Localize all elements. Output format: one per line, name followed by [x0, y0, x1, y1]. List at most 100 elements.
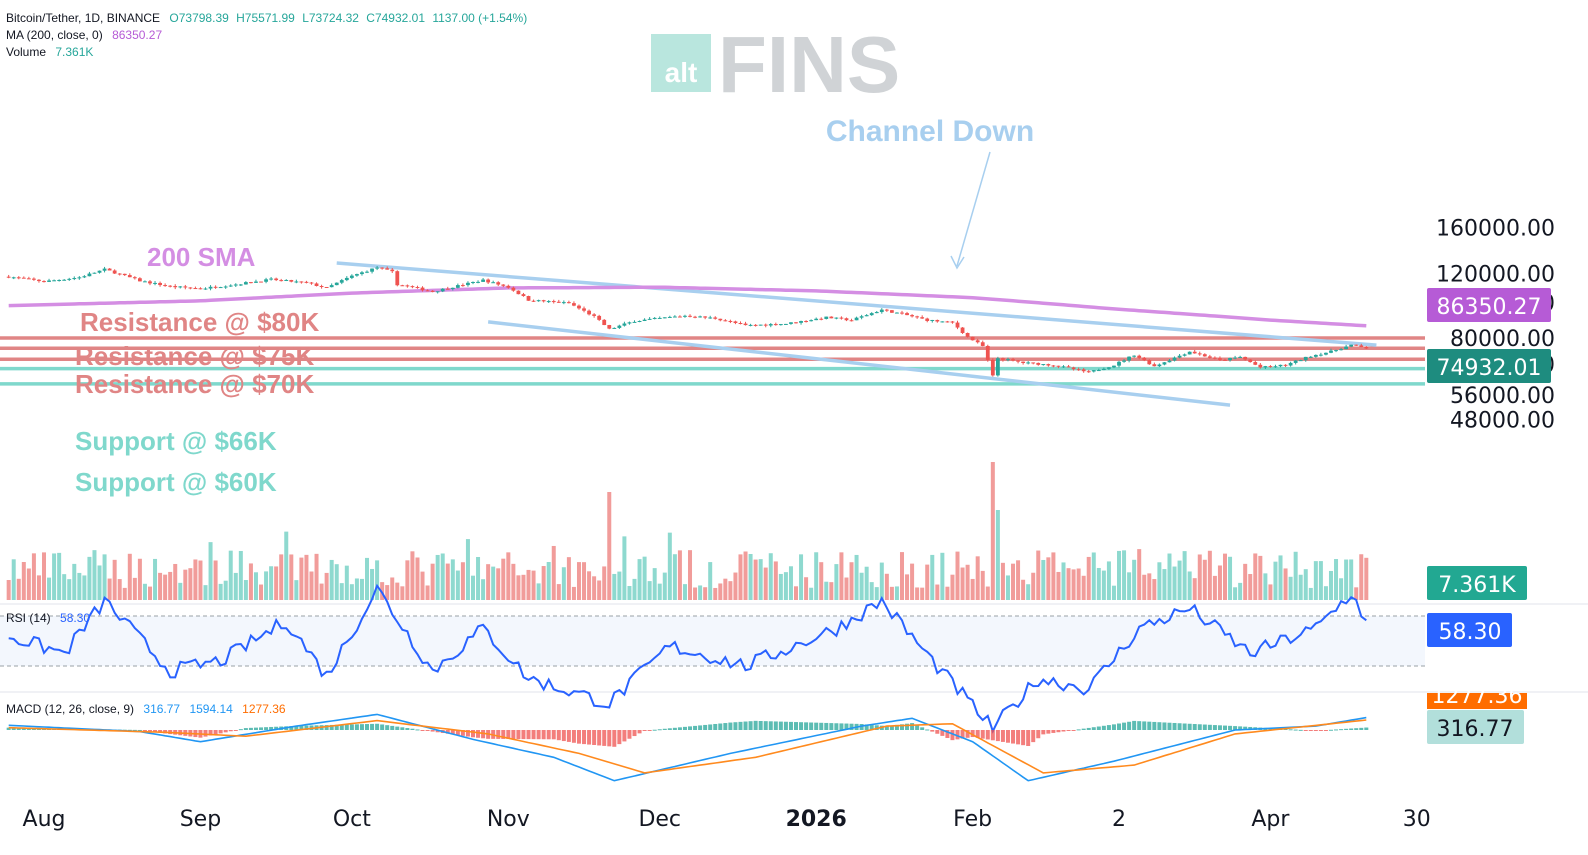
- candle-body: [1086, 371, 1091, 373]
- volume-bar: [1106, 561, 1111, 600]
- macd-badge-text: 316.77: [1437, 717, 1514, 742]
- volume-bar: [481, 579, 486, 600]
- candle-body: [960, 327, 965, 333]
- candle-body: [1248, 359, 1253, 363]
- candle-body: [314, 283, 319, 287]
- candle-body: [218, 287, 223, 289]
- candle-body: [122, 273, 127, 276]
- signal-badge-text: 1277.36: [1432, 684, 1523, 709]
- volume-bar: [1349, 559, 1354, 600]
- watermark-alt-text: alt: [665, 57, 698, 88]
- candle-body: [370, 268, 374, 272]
- volume-bar: [960, 567, 965, 600]
- volume-bar: [990, 462, 995, 600]
- volume-bar: [602, 566, 607, 600]
- candle-body: [1273, 366, 1278, 368]
- volume-bar: [188, 568, 193, 600]
- macd-histogram-bar: [203, 730, 208, 737]
- volume-bar: [728, 581, 733, 600]
- volume-bar: [571, 586, 576, 600]
- rsi-line: [8, 583, 1367, 734]
- macd-histogram-bar: [1182, 723, 1187, 730]
- sma-label: 200 SMA: [147, 242, 256, 272]
- volume-bar: [874, 587, 879, 600]
- macd-histogram-bar: [1202, 724, 1207, 730]
- candle-body: [627, 322, 632, 324]
- volume-bar: [410, 551, 415, 600]
- macd-histogram-bar: [809, 722, 814, 730]
- candle-body: [859, 316, 864, 318]
- legend-close: C74932.01: [366, 11, 425, 25]
- volume-bar: [92, 550, 97, 600]
- candle-body: [1293, 360, 1298, 363]
- volume-bar: [1364, 557, 1369, 600]
- volume-bar: [819, 562, 824, 600]
- macd-histogram-bar: [1172, 722, 1177, 730]
- macd-histogram-bar: [657, 729, 662, 731]
- volume-bar: [223, 580, 228, 600]
- volume-bar: [142, 583, 147, 600]
- candle-body: [1091, 370, 1096, 372]
- volume-bar: [778, 573, 783, 600]
- date-tick-label: Oct: [333, 807, 371, 832]
- legend-macd-label: MACD (12, 26, close, 9): [6, 702, 134, 716]
- macd-histogram-bar: [642, 730, 647, 731]
- volume-bar: [42, 552, 46, 600]
- macd-histogram-bar: [450, 730, 455, 735]
- candle-body: [1228, 357, 1232, 361]
- legend-change: 1137.00 (+1.54%): [432, 11, 527, 25]
- macd-histogram-bar: [21, 727, 26, 730]
- resistance-75k-label: Resistance @ $75K: [75, 341, 314, 371]
- macd-histogram-bar: [223, 730, 228, 733]
- candle-body: [1132, 355, 1137, 357]
- candle-body: [1207, 356, 1212, 358]
- macd-histogram-bar: [1248, 726, 1253, 730]
- volume-bar: [309, 571, 314, 600]
- candle-body: [763, 324, 768, 326]
- candle-body: [551, 301, 556, 303]
- macd-histogram-bar: [920, 727, 925, 730]
- macd-histogram-bar: [763, 721, 768, 730]
- candle-body: [11, 277, 16, 279]
- volume-bar: [647, 581, 652, 600]
- macd-histogram-bar: [925, 729, 930, 731]
- candle-body: [1016, 360, 1020, 362]
- volume-bar: [203, 585, 208, 600]
- volume-bar: [168, 571, 173, 600]
- volume-bar: [839, 552, 844, 600]
- macd-histogram-bar: [839, 723, 844, 730]
- candle-body: [950, 321, 955, 323]
- candle-body: [329, 285, 334, 288]
- candle-body: [1187, 351, 1192, 355]
- candle-body: [375, 267, 380, 269]
- volume-bar: [1222, 553, 1227, 600]
- volume-bar: [1238, 582, 1243, 600]
- legend-macd-v2: 1594.14: [189, 702, 233, 716]
- candle-body: [233, 284, 238, 286]
- candle-body: [168, 285, 173, 287]
- candle-body: [1308, 356, 1313, 358]
- macd-histogram-bar: [607, 730, 612, 747]
- volume-bar: [269, 566, 274, 600]
- volume-bar: [279, 554, 284, 600]
- channel-down-label: Channel Down: [826, 115, 1034, 148]
- volume-bar: [238, 550, 243, 600]
- volume-bar: [1202, 559, 1207, 600]
- candle-body: [516, 290, 521, 295]
- macd-histogram-bar: [289, 726, 294, 730]
- candle-body: [728, 320, 733, 322]
- macd-histogram-bar: [339, 724, 344, 730]
- candle-body: [254, 281, 258, 283]
- volume-bar: [1167, 553, 1172, 600]
- macd-histogram-bar: [541, 730, 546, 740]
- volume-bar: [1000, 562, 1005, 600]
- candle-body: [299, 281, 304, 283]
- macd-histogram-bar: [365, 724, 370, 730]
- candle-body: [592, 314, 597, 316]
- macd-histogram-bar: [1243, 726, 1248, 730]
- candle-body: [223, 286, 228, 288]
- legend-high: H75571.99: [236, 11, 295, 25]
- volume-bar: [516, 575, 521, 600]
- macd-histogram-bar: [622, 730, 627, 742]
